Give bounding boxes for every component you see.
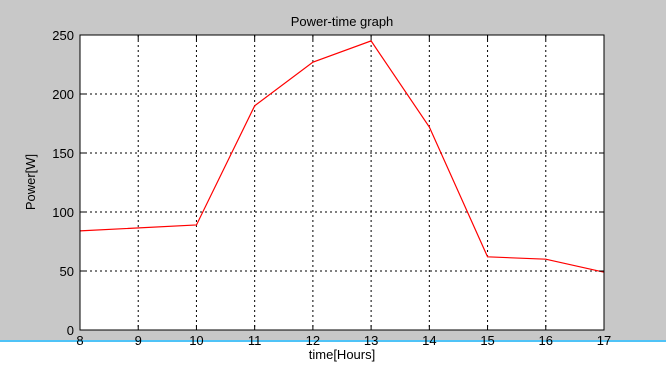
x-tick-label: 8: [76, 333, 83, 348]
power-series-line: [79, 40, 605, 273]
y-tick-label: 250: [52, 28, 74, 43]
figure-bottom-strip: [0, 340, 666, 374]
y-tick-label: 0: [67, 323, 74, 338]
x-tick-label: 13: [364, 333, 378, 348]
x-tick-label: 17: [597, 333, 611, 348]
x-tick-label: 14: [422, 333, 436, 348]
x-tick-label: 11: [248, 333, 262, 348]
y-axis-label: Power[W]: [23, 154, 38, 210]
x-tick-label: 15: [480, 333, 494, 348]
y-tick-label: 100: [52, 205, 74, 220]
y-tick-label: 150: [52, 146, 74, 161]
plot-frame: [79, 34, 605, 331]
x-tick-label: 10: [189, 333, 203, 348]
axis-ticks: 8 9 10 11 12 13 14 15 16 17 0 50 100 150 200 250: [52, 28, 611, 348]
x-tick-label: 16: [539, 333, 553, 348]
x-tick-label: 9: [135, 333, 142, 348]
grid-lines: [80, 35, 604, 330]
y-tick-label: 50: [60, 264, 74, 279]
chart-title: Power-time graph: [291, 14, 394, 29]
x-axis-label: time[Hours]: [309, 347, 375, 362]
x-tick-label: 12: [306, 333, 320, 348]
y-tick-label: 200: [52, 87, 74, 102]
plot-area: [80, 35, 604, 330]
series-layer: [79, 40, 605, 273]
